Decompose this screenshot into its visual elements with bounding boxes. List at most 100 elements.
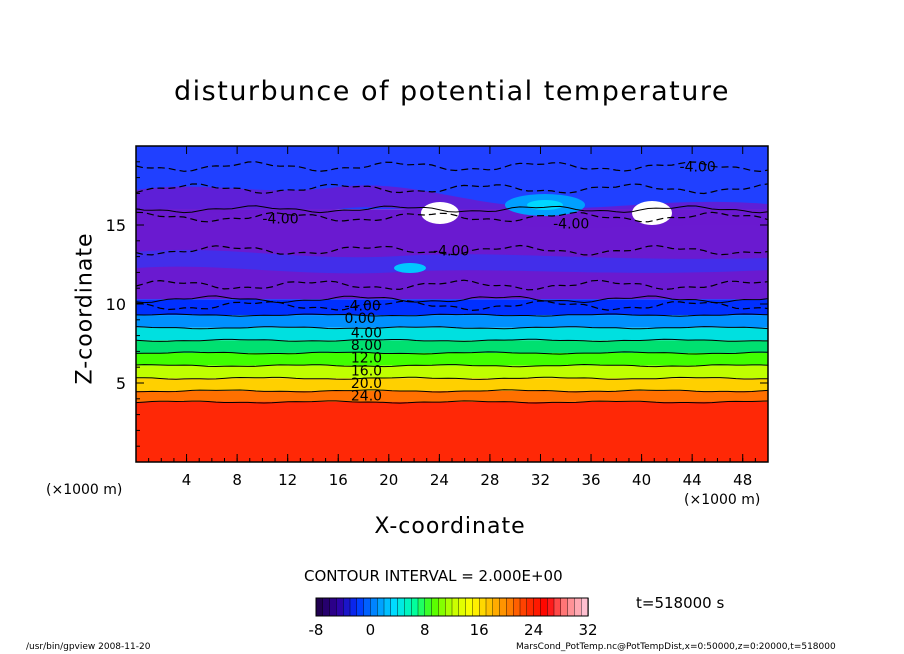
contour-label: 12.0 bbox=[351, 351, 382, 367]
colorbar-cell bbox=[329, 597, 338, 617]
colorbar-cell bbox=[574, 597, 582, 617]
contour-line bbox=[136, 338, 768, 343]
contour-label: -4.00 bbox=[433, 243, 469, 259]
colorbar-cell bbox=[492, 597, 501, 617]
footer-command: /usr/bin/gpview 2008-11-20 bbox=[26, 642, 151, 652]
y-tick-label: 5 bbox=[116, 374, 126, 393]
contour-label: -4.00 bbox=[680, 160, 716, 176]
heatmap-features bbox=[136, 185, 768, 462]
colorbar-cell bbox=[438, 597, 446, 617]
contour-line bbox=[136, 351, 768, 355]
colorbar-tick-label: 24 bbox=[524, 621, 543, 639]
x-tick-label: 28 bbox=[480, 471, 499, 489]
contour-label: 16.0 bbox=[351, 363, 382, 379]
colorbar-frame bbox=[315, 597, 589, 617]
colorbar-cell bbox=[540, 597, 548, 617]
contour-line bbox=[136, 313, 768, 317]
negative-contour-line bbox=[136, 183, 768, 195]
colorbar-cell bbox=[322, 597, 331, 617]
colorbar-cell bbox=[560, 597, 569, 617]
colorbar-cell bbox=[417, 597, 426, 617]
colorbar-cell bbox=[547, 597, 555, 617]
y-ticks: 5 10 15 bbox=[106, 161, 768, 447]
x-unit-label: (×1000 m) bbox=[684, 492, 761, 508]
heatmap-layer bbox=[136, 327, 768, 341]
contour-line bbox=[136, 326, 768, 330]
contour-line bbox=[136, 363, 768, 368]
colorbar-tick-label: 8 bbox=[420, 621, 430, 639]
x-tick-label: 24 bbox=[430, 471, 449, 489]
contour-line bbox=[136, 205, 768, 214]
negative-contour-line bbox=[136, 300, 768, 312]
negative-contours bbox=[136, 161, 768, 312]
colorbar-cell bbox=[404, 597, 412, 617]
small-cyan-patch bbox=[394, 263, 426, 273]
x-ticks: 4 8 12 16 20 24 28 32 36 40 44 48 bbox=[148, 146, 756, 489]
mid-blue-band bbox=[136, 249, 768, 274]
colorbar-cell bbox=[397, 597, 406, 617]
y-unit-label: (×1000 m) bbox=[46, 482, 123, 498]
colorbar-cell bbox=[526, 597, 535, 617]
cool-core-inner bbox=[527, 200, 563, 210]
x-tick-label: 8 bbox=[232, 471, 242, 489]
heatmap-layer bbox=[136, 315, 768, 328]
colorbar-cell bbox=[472, 597, 480, 617]
colorbar-tick-label: 0 bbox=[366, 621, 376, 639]
x-tick-label: 36 bbox=[581, 471, 600, 489]
colorbar-tick-label: 32 bbox=[578, 621, 597, 639]
colorbar-tick-label: 16 bbox=[470, 621, 489, 639]
y-tick-label: 15 bbox=[106, 216, 126, 235]
colorbar-cell bbox=[445, 597, 453, 617]
colorbar-cell bbox=[411, 597, 419, 617]
x-tick-label: 32 bbox=[531, 471, 550, 489]
contour-line bbox=[136, 400, 768, 404]
x-tick-label: 44 bbox=[683, 471, 702, 489]
colorbar: -8 0 8 16 24 32 bbox=[309, 597, 598, 639]
colorbar-cell bbox=[533, 597, 542, 617]
colorbar-cell bbox=[315, 597, 324, 617]
x-tick-label: 16 bbox=[329, 471, 348, 489]
contour-label: 8.00 bbox=[351, 338, 382, 354]
contour-line bbox=[136, 295, 768, 304]
heatmap-layer bbox=[136, 401, 768, 462]
x-tick-label: 20 bbox=[379, 471, 398, 489]
contour-line bbox=[136, 376, 768, 380]
colorbar-cell bbox=[513, 597, 521, 617]
x-tick-label: 12 bbox=[278, 471, 297, 489]
colorbar-cell bbox=[458, 597, 467, 617]
colorbar-cell bbox=[377, 597, 385, 617]
colorbar-cell bbox=[349, 597, 358, 617]
colorbar-cell bbox=[343, 597, 351, 617]
colorbar-cell bbox=[383, 597, 392, 617]
x-axis-label: X-coordinate bbox=[374, 514, 526, 539]
colorbar-cell bbox=[581, 597, 589, 617]
negative-contour-line bbox=[136, 244, 768, 256]
x-tick-label: 40 bbox=[632, 471, 651, 489]
colorbar-cell bbox=[506, 597, 514, 617]
heatmap-layer bbox=[136, 365, 768, 379]
colorbar-cell bbox=[499, 597, 508, 617]
colorbar-cell bbox=[424, 597, 433, 617]
colorbar-cell bbox=[356, 597, 365, 617]
contour-lines bbox=[136, 205, 768, 404]
colorbar-cell bbox=[553, 597, 562, 617]
x-tick-label: 48 bbox=[733, 471, 752, 489]
x-tick-label: 4 bbox=[182, 471, 192, 489]
colorbar-cell bbox=[567, 597, 576, 617]
surface-shading bbox=[136, 400, 768, 462]
colorbar-cell bbox=[465, 597, 474, 617]
heatmap-layer bbox=[136, 352, 768, 366]
footer-source: MarsCond_PotTemp.nc@PotTempDist,x=0:5000… bbox=[516, 642, 836, 652]
colorbar-tick-label: -8 bbox=[309, 621, 324, 639]
heatmap-layer bbox=[136, 390, 768, 402]
chart-title: disturbunce of potential temperature bbox=[174, 76, 730, 107]
contour-label: 24.0 bbox=[351, 389, 382, 405]
contour-label: 20.0 bbox=[351, 376, 382, 392]
y-tick-label: 10 bbox=[106, 295, 126, 314]
negative-contour-line bbox=[136, 211, 768, 223]
negative-contour-line bbox=[136, 161, 768, 173]
contour-label: -4.00 bbox=[553, 216, 589, 232]
time-text: t=518000 s bbox=[636, 594, 725, 612]
heatmap-layers bbox=[136, 146, 768, 462]
